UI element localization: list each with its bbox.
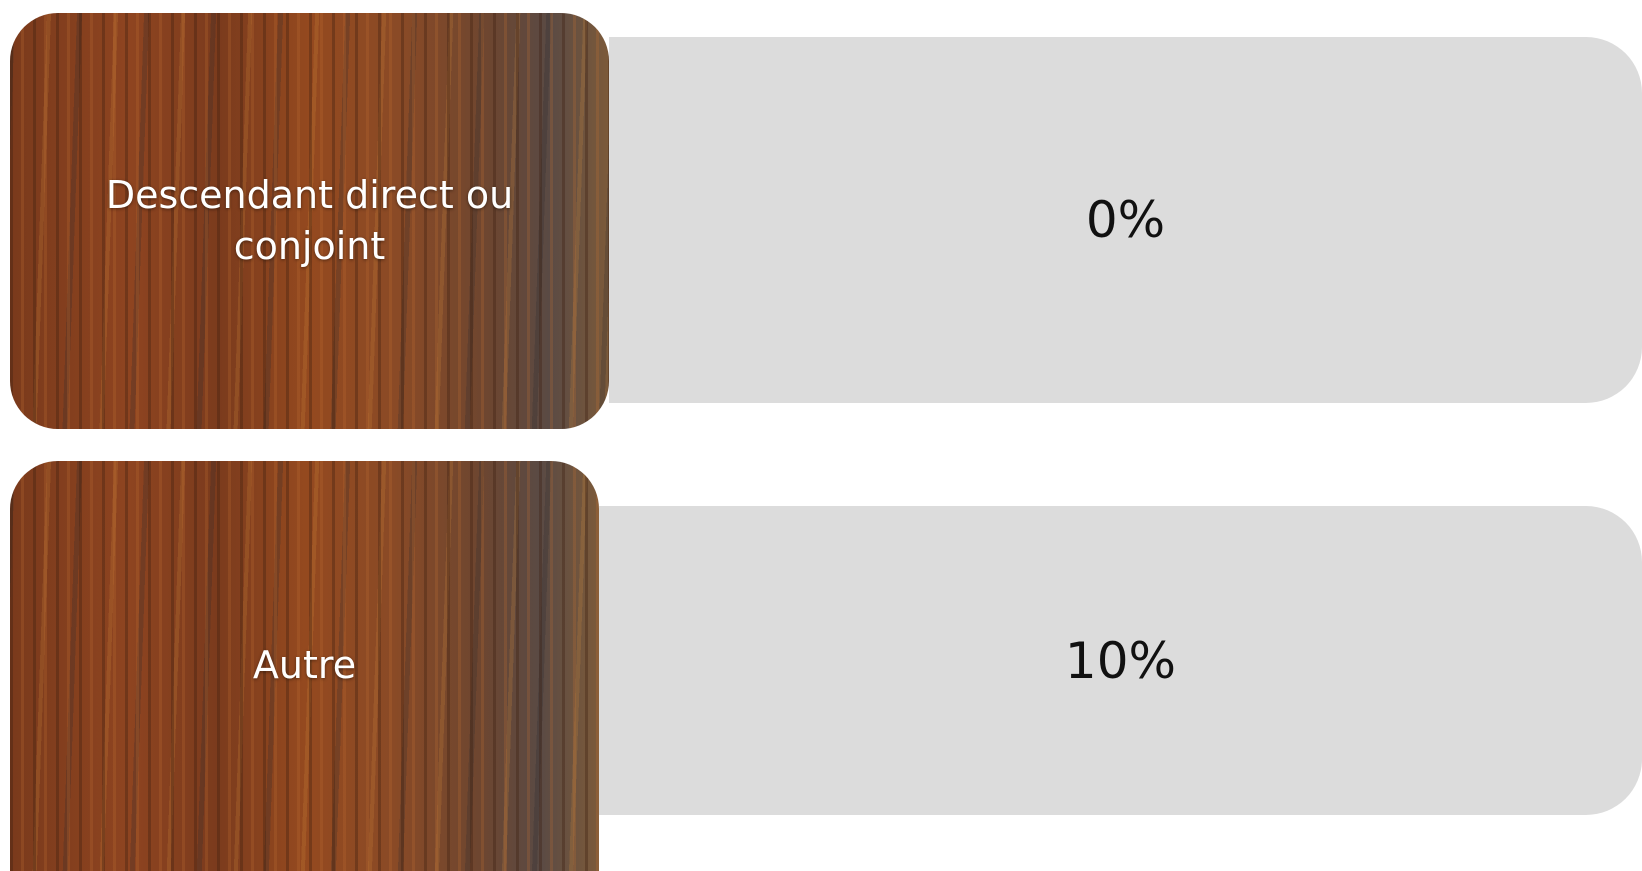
row-label: Autre (253, 640, 356, 691)
label-tile: Autre (10, 461, 599, 871)
value-box: 10% (599, 506, 1642, 815)
value-box: 0% (609, 37, 1642, 403)
label-tile: Descendant direct ou conjoint (10, 13, 609, 429)
row-label: Descendant direct ou conjoint (52, 170, 567, 273)
page: {"rows": [ {"label": "Descendant direct … (0, 0, 1642, 855)
row-value: 0% (1086, 191, 1165, 249)
row-value: 10% (1065, 632, 1176, 690)
